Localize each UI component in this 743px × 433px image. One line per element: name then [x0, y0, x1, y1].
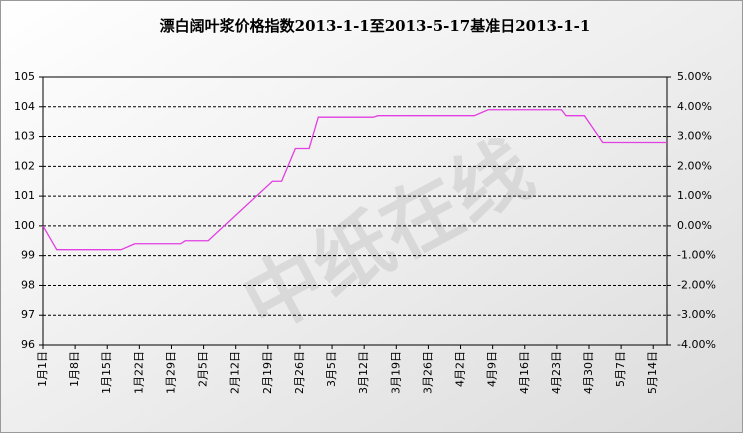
y2-tick-label: -4.00% [677, 338, 716, 351]
chart-title: 漂白阔叶浆价格指数2013-1-1至2013-5-17基准日2013-1-1 [160, 17, 591, 35]
y2-tick-label: 2.00% [677, 159, 712, 172]
x-tick-label: 3月12日 [357, 351, 370, 394]
x-tick-label: 4月23日 [550, 351, 563, 394]
y2-tick-label: 1.00% [677, 189, 712, 202]
x-tick-label: 2月26日 [293, 351, 306, 394]
x-tick-label: 2月5日 [197, 351, 210, 387]
x-tick-label: 4月9日 [486, 351, 499, 387]
x-tick-label: 3月5日 [325, 351, 338, 387]
y2-tick-label: -3.00% [677, 308, 716, 321]
x-tick-label: 1月29日 [164, 351, 177, 394]
line [42, 109, 667, 251]
x-tick-label: 4月2日 [454, 351, 467, 387]
x-tick-label: 4月30日 [582, 351, 595, 394]
x-tick-label: 1月8日 [68, 351, 81, 387]
y-tick-label: 98 [21, 278, 35, 291]
y-tick-label: 103 [14, 130, 35, 143]
x-tick-label: 5月14日 [646, 351, 659, 394]
y-tick-label: 100 [14, 219, 35, 232]
x-tick-label: 3月26日 [421, 351, 434, 394]
x-tick-label: 3月19日 [389, 351, 402, 394]
x-tick-label: 1月22日 [132, 351, 145, 394]
y-tick-label: 96 [21, 338, 35, 351]
x-tick-label: 4月16日 [518, 351, 531, 394]
y-tick-label: 102 [14, 159, 35, 172]
y-tick-label: 104 [14, 100, 35, 113]
y-tick-label: 105 [14, 70, 35, 83]
y2-tick-label: 4.00% [677, 100, 712, 113]
y-tick-label: 101 [14, 189, 35, 202]
y2-tick-label: 3.00% [677, 130, 712, 143]
y2-tick-label: 5.00% [677, 70, 712, 83]
y2-tick-label: 0.00% [677, 219, 712, 232]
x-tick-label: 2月19日 [261, 351, 274, 394]
x-tick-label: 1月1日 [36, 351, 49, 387]
y2-tick-label: -2.00% [677, 278, 716, 291]
y2-tick-label: -1.00% [677, 249, 716, 262]
x-tick-label: 1月15日 [100, 351, 113, 394]
y-tick-label: 99 [21, 249, 35, 262]
x-tick-label: 5月7日 [614, 351, 627, 387]
x-tick-label: 2月12日 [229, 351, 242, 394]
y-tick-label: 97 [21, 308, 35, 321]
